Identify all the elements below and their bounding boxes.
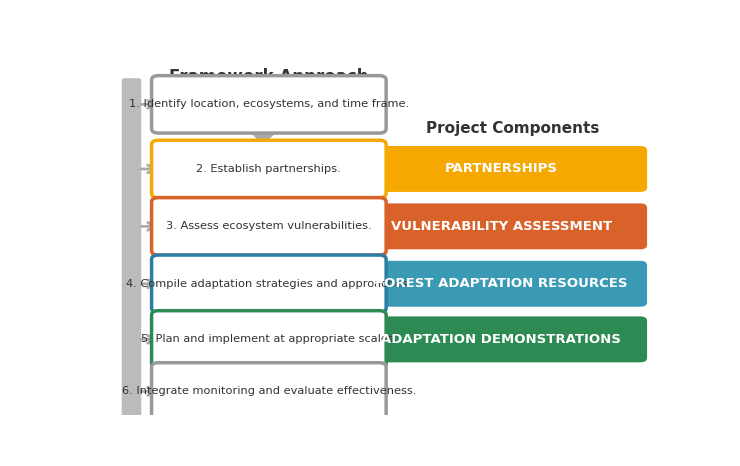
FancyBboxPatch shape xyxy=(122,78,141,418)
Text: 2. Establish partnerships.: 2. Establish partnerships. xyxy=(197,164,341,174)
FancyBboxPatch shape xyxy=(152,311,386,368)
Text: VULNERABILITY ASSESSMENT: VULNERABILITY ASSESSMENT xyxy=(391,220,612,233)
Polygon shape xyxy=(246,308,280,315)
Polygon shape xyxy=(246,193,280,202)
Text: PARTNERSHIPS: PARTNERSHIPS xyxy=(445,163,558,175)
Text: 4. Compile adaptation strategies and approaches.: 4. Compile adaptation strategies and app… xyxy=(127,279,411,289)
Text: Framework Approach: Framework Approach xyxy=(169,69,369,87)
FancyBboxPatch shape xyxy=(152,75,386,133)
Text: 5. Plan and implement at appropriate scales.: 5. Plan and implement at appropriate sca… xyxy=(141,335,397,344)
Polygon shape xyxy=(246,129,280,144)
Text: 3. Assess ecosystem vulnerabilities.: 3. Assess ecosystem vulnerabilities. xyxy=(166,221,371,231)
Text: ADAPTATION DEMONSTRATIONS: ADAPTATION DEMONSTRATIONS xyxy=(381,333,621,346)
FancyBboxPatch shape xyxy=(152,363,386,420)
FancyBboxPatch shape xyxy=(355,146,647,192)
Text: FOREST ADAPTATION RESOURCES: FOREST ADAPTATION RESOURCES xyxy=(375,277,628,290)
Text: 6. Integrate monitoring and evaluate effectiveness.: 6. Integrate monitoring and evaluate eff… xyxy=(121,386,416,397)
FancyBboxPatch shape xyxy=(355,261,647,307)
Polygon shape xyxy=(246,251,280,260)
Text: Project Components: Project Components xyxy=(426,121,599,136)
FancyBboxPatch shape xyxy=(355,316,647,363)
FancyBboxPatch shape xyxy=(355,203,647,249)
FancyBboxPatch shape xyxy=(152,140,386,198)
Text: 1. Identify location, ecosystems, and time frame.: 1. Identify location, ecosystems, and ti… xyxy=(129,99,409,110)
FancyBboxPatch shape xyxy=(152,255,386,313)
Polygon shape xyxy=(246,364,280,367)
FancyBboxPatch shape xyxy=(152,198,386,255)
